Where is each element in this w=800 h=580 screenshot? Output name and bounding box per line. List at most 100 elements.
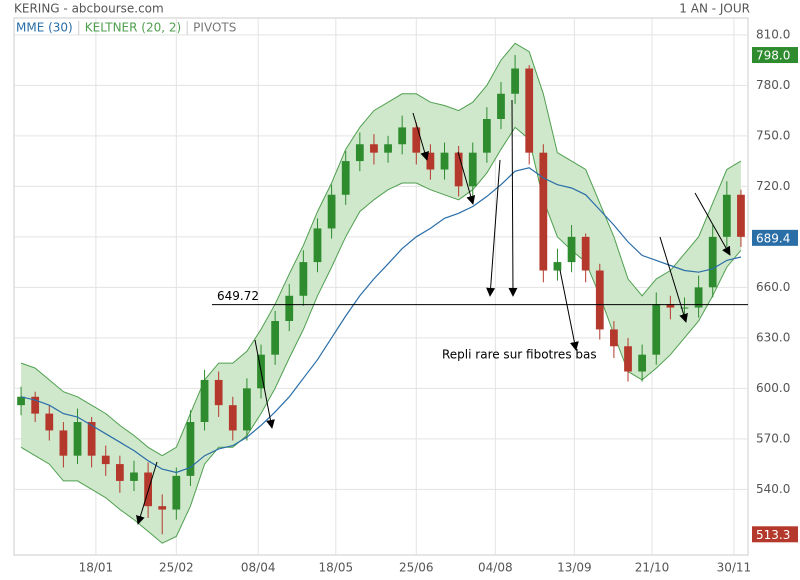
candle-body xyxy=(73,422,82,456)
candle-body xyxy=(454,152,463,187)
candle-body xyxy=(708,236,717,288)
candle-body xyxy=(440,152,449,170)
annotation: Repli rare sur fibotres bas xyxy=(442,348,597,362)
candle-body xyxy=(200,379,209,423)
candle-body xyxy=(341,161,350,195)
arrow xyxy=(486,159,501,297)
x-tick-label: 25/06 xyxy=(399,561,434,575)
candle-body xyxy=(271,321,280,355)
y-tick-label: 720.0 xyxy=(756,179,790,193)
candles xyxy=(17,55,745,535)
arrow xyxy=(694,192,731,256)
keltner-lower xyxy=(20,126,742,544)
arrow xyxy=(508,99,518,297)
candle-body xyxy=(313,228,322,263)
candle-body xyxy=(17,396,25,406)
y-tick-label: 600.0 xyxy=(756,381,790,395)
candle-body xyxy=(31,396,40,414)
candle-body xyxy=(553,262,562,271)
arrow xyxy=(457,151,476,205)
candle-body xyxy=(694,287,703,308)
candle-body xyxy=(539,152,548,271)
arrow xyxy=(559,269,579,351)
candle-body xyxy=(327,194,336,229)
mme-line xyxy=(20,167,742,474)
y-tick-label: 540.0 xyxy=(756,482,790,496)
keltner xyxy=(20,42,742,544)
candle-body xyxy=(130,472,138,481)
y-tick-label: 570.0 xyxy=(756,431,790,445)
x-tick-label: 04/08 xyxy=(478,561,513,575)
legend-entry: PIVOTS xyxy=(193,21,236,35)
arrow xyxy=(254,339,275,429)
y-tick-label: 750.0 xyxy=(756,128,790,142)
x-tick-label: 08/04 xyxy=(241,561,276,575)
x-tick-label: 18/01 xyxy=(79,561,114,575)
candle-body xyxy=(426,152,435,170)
candle-body xyxy=(722,194,731,237)
candle-body xyxy=(186,422,195,476)
candle-body xyxy=(45,413,54,431)
candle-body xyxy=(511,68,519,94)
candle-body xyxy=(87,422,96,456)
keltner-fill xyxy=(21,43,741,544)
candle-body xyxy=(398,127,407,145)
candle-body xyxy=(497,93,505,120)
keltner-upper xyxy=(20,42,742,457)
arrow xyxy=(136,461,158,525)
arrows xyxy=(136,99,731,525)
candle-body xyxy=(384,144,392,153)
candle-body xyxy=(737,194,745,237)
candle-body xyxy=(59,430,68,456)
price-tag xyxy=(752,229,798,246)
price-tag xyxy=(752,526,798,543)
candle-body xyxy=(355,144,364,162)
arrow xyxy=(412,112,430,161)
candle-body xyxy=(610,329,618,347)
candle-body xyxy=(214,379,223,406)
candle-body xyxy=(624,346,632,372)
y-tick-label: 780.0 xyxy=(756,78,790,92)
candle-body xyxy=(680,307,689,309)
candle-body xyxy=(101,455,110,465)
legend-entry: KELTNER (20, 2) xyxy=(85,21,181,35)
candle-body xyxy=(370,144,378,153)
candle-body xyxy=(158,506,167,510)
candle-body xyxy=(299,262,308,296)
candle-body xyxy=(482,119,491,153)
candle-body xyxy=(228,405,237,431)
x-tick-label: 30/11 xyxy=(717,561,752,575)
y-tick-label: 660.0 xyxy=(756,280,790,294)
arrow xyxy=(659,236,688,323)
candle-body xyxy=(412,127,421,153)
overlay: 649.72 Repli rare sur fibotres bas xyxy=(20,167,748,474)
y-tick-label: 630.0 xyxy=(756,330,790,344)
legend-entry: MME (30) xyxy=(16,21,73,35)
candle-body xyxy=(666,304,675,308)
price-tag xyxy=(752,47,798,64)
candle-body xyxy=(115,464,124,481)
x-tick-label: 13/09 xyxy=(557,561,592,575)
candle-body xyxy=(285,295,294,322)
legend: MME (30) KELTNER (20, 2) PIVOTS xyxy=(16,21,236,35)
candle-body xyxy=(525,68,534,153)
candle-body xyxy=(468,152,477,187)
candle-body xyxy=(595,270,604,330)
chart-title: KERING - abcbourse.com xyxy=(14,2,164,16)
price-tag-label: 798.0 xyxy=(756,49,790,63)
period: 1 AN - JOUR xyxy=(679,2,750,16)
plot-frame xyxy=(13,17,749,556)
x-tick-label: 25/02 xyxy=(159,561,194,575)
y-tick-label: 810.0 xyxy=(756,27,790,41)
pivot-label: 649.72 xyxy=(217,289,259,303)
x-tick-label: 21/10 xyxy=(635,561,670,575)
price-tag-label: 513.3 xyxy=(756,528,790,542)
candle-body xyxy=(567,236,576,263)
candle-body xyxy=(243,388,251,431)
candle-body xyxy=(172,475,181,510)
x-tick-label: 18/05 xyxy=(319,561,354,575)
candle-body xyxy=(638,354,647,372)
candle-body xyxy=(652,304,661,355)
candle-body xyxy=(144,472,152,507)
